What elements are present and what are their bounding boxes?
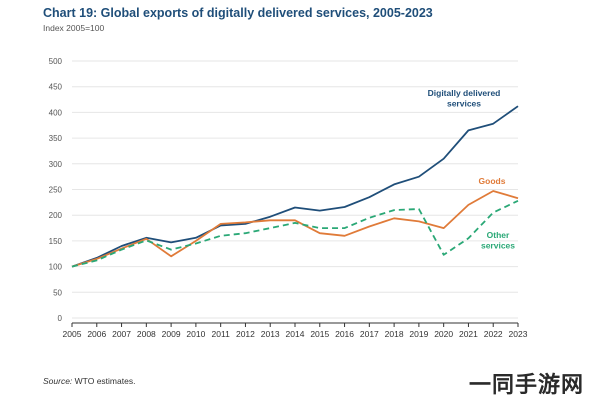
y-tick-label: 450 xyxy=(49,83,63,92)
series-line-0 xyxy=(71,105,519,268)
x-tick-label: 2022 xyxy=(484,329,503,339)
x-tick-label: 2015 xyxy=(310,329,329,339)
series-line-2 xyxy=(71,199,519,268)
x-tick-label: 2007 xyxy=(112,329,131,339)
chart-title: Chart 19: Global exports of digitally de… xyxy=(43,6,433,20)
x-tick-label: 2021 xyxy=(459,329,478,339)
x-tick-label: 2017 xyxy=(360,329,379,339)
x-tick-label: 2009 xyxy=(162,329,181,339)
chart-subtitle: Index 2005=100 xyxy=(43,23,105,33)
y-tick-label: 200 xyxy=(49,211,63,220)
x-tick-label: 2006 xyxy=(87,329,106,339)
y-tick-label: 350 xyxy=(49,134,63,143)
x-tick-label: 2020 xyxy=(434,329,453,339)
x-tick-label: 2011 xyxy=(212,329,231,339)
y-axis-ticks: 0 50 100 150 200 250 300 350 400 450 500 xyxy=(49,57,63,323)
source-label: Source: xyxy=(43,376,73,386)
series-labels: Digitally delivered services Goods Other ser… xyxy=(428,88,516,251)
x-tick-label: 2013 xyxy=(261,329,280,339)
watermark-logo: 一同手游网 xyxy=(468,373,584,398)
x-tick-label: 2014 xyxy=(286,329,305,339)
x-tick-label: 2018 xyxy=(385,329,404,339)
y-tick-label: 100 xyxy=(49,263,63,272)
x-tick-label: 2010 xyxy=(186,329,205,339)
source-note: Source: WTO estimates. xyxy=(43,376,135,386)
x-tick-label: 2005 xyxy=(63,329,82,339)
series-label-0: Digitally delivered services xyxy=(428,88,501,109)
y-tick-label: 300 xyxy=(49,160,63,169)
x-tick-label: 2008 xyxy=(137,329,156,339)
x-tick-label: 2023 xyxy=(509,329,528,339)
series-label-2: Other services xyxy=(481,230,515,251)
y-tick-label: 0 xyxy=(58,314,63,323)
y-tick-label: 150 xyxy=(49,237,63,246)
gridlines xyxy=(72,60,518,319)
y-tick-label: 400 xyxy=(49,108,63,117)
y-tick-label: 250 xyxy=(49,186,63,195)
y-tick-label: 500 xyxy=(49,57,63,66)
source-text: WTO estimates. xyxy=(72,376,136,386)
x-tick-label: 2019 xyxy=(409,329,428,339)
series-line-1 xyxy=(71,190,519,268)
x-tick-label: 2012 xyxy=(236,329,255,339)
x-axis-ticks: 2005 2006 2007 2008 2009 2010 2011 2012 2013 2014… xyxy=(63,322,528,339)
y-tick-label: 50 xyxy=(53,288,62,297)
series-lines xyxy=(71,105,519,268)
x-tick-label: 2016 xyxy=(335,329,354,339)
series-label-1: Goods xyxy=(479,176,506,186)
